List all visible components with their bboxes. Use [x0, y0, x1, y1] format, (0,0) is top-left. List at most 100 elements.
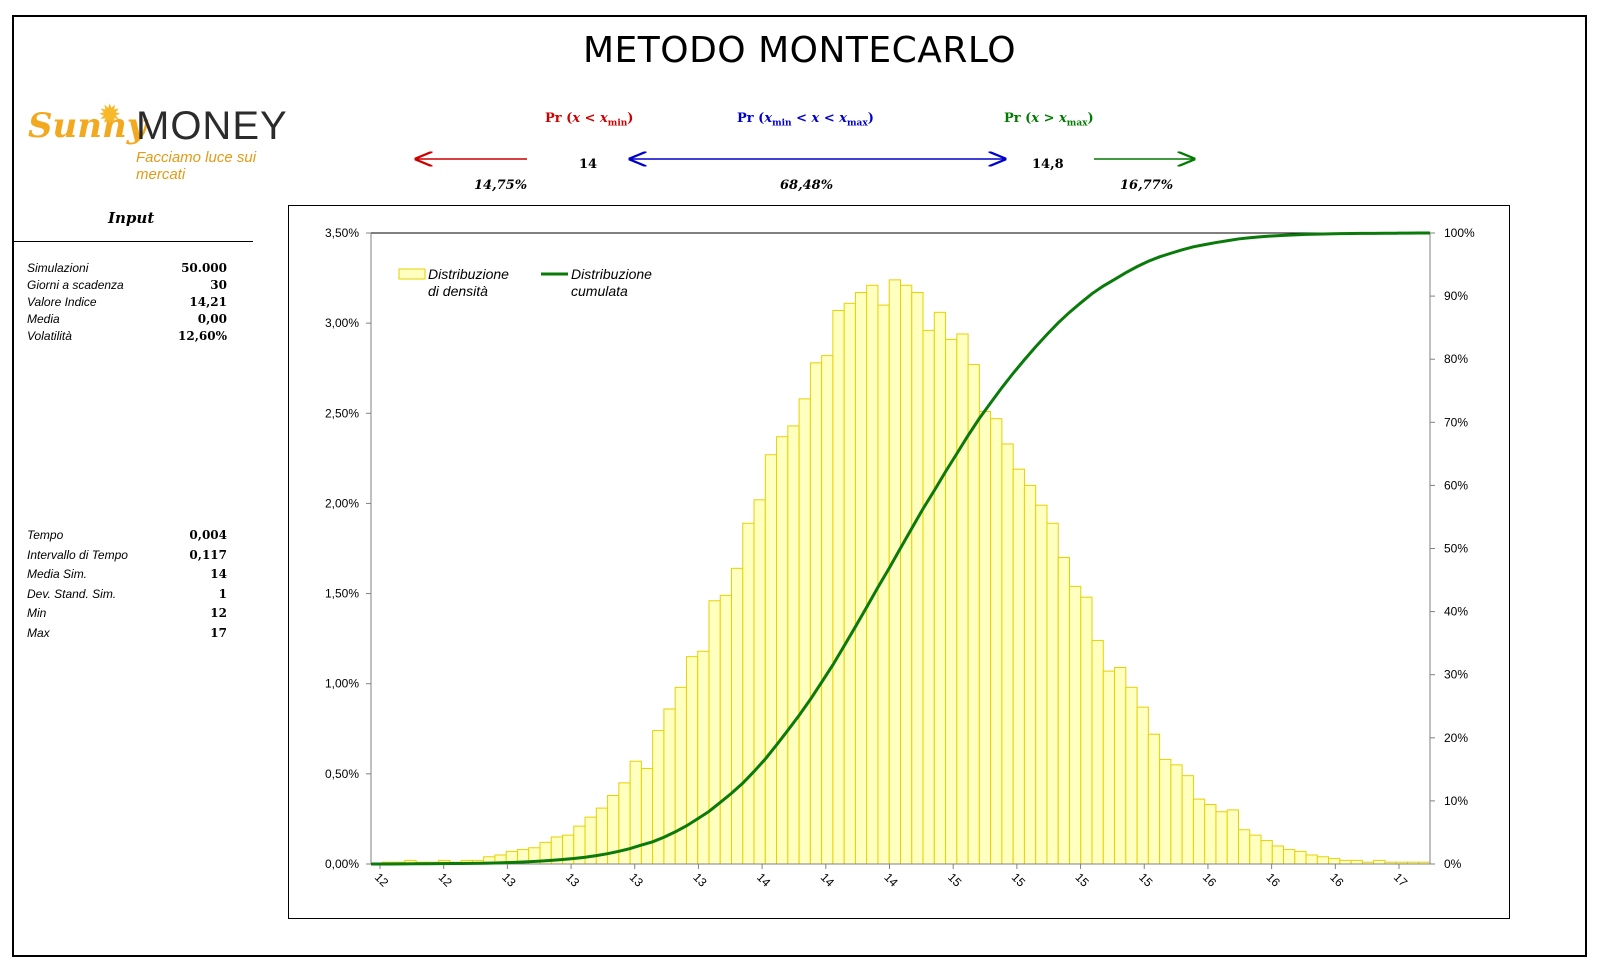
density-bar	[990, 418, 1003, 865]
density-bar	[1012, 468, 1025, 865]
density-bar	[1125, 686, 1138, 865]
input-label: Min	[27, 606, 47, 620]
page-frame	[12, 15, 1587, 957]
x-tick-label: 16	[1264, 870, 1284, 890]
density-bar	[1204, 804, 1217, 865]
input-value: 0,004	[189, 528, 227, 542]
pr-greater-than-max-label: Pr (x > xmax)	[1004, 111, 1094, 129]
density-bar	[956, 333, 969, 865]
input-label: Valore Indice	[27, 295, 97, 309]
input-row: Media 0,00	[27, 312, 227, 328]
density-bar	[1001, 443, 1014, 865]
x-tick-label: 13	[499, 870, 519, 890]
y-left-tick-label: 2,00%	[325, 496, 359, 510]
input-label: Max	[27, 625, 50, 640]
xmax-value: 14,8	[1032, 157, 1064, 172]
y-right-tick-label: 10%	[1444, 794, 1468, 808]
input-label: Giorni a scadenza	[27, 278, 124, 292]
input-value: 0,00	[197, 312, 227, 326]
input-label: Tempo	[27, 528, 64, 542]
density-bar	[697, 650, 710, 865]
density-bar	[1192, 798, 1206, 865]
legend-cumulative-label: cumulata	[571, 283, 628, 299]
legend-density-label: Distribuzione	[428, 266, 509, 282]
density-bar	[1114, 666, 1127, 865]
legend-cumulative-label: Distribuzione	[571, 266, 652, 282]
density-bar	[1102, 670, 1116, 865]
input-value: 12	[210, 606, 227, 620]
density-bar	[719, 594, 733, 865]
density-bar	[1350, 859, 1363, 865]
x-tick-label: 16	[1200, 870, 1220, 890]
x-tick-label: 13	[563, 870, 583, 890]
density-bar	[809, 362, 823, 865]
x-tick-label: 13	[690, 870, 710, 890]
pct-between: 68,48%	[780, 178, 834, 193]
input-panel-title: Input	[108, 209, 155, 227]
density-bar	[1305, 854, 1318, 865]
input-value: 1	[218, 586, 227, 601]
density-bar	[1260, 840, 1273, 865]
input-label: Volatilità	[27, 329, 72, 343]
y-right-tick-label: 90%	[1444, 289, 1468, 303]
x-tick-label: 15	[945, 870, 965, 890]
logo-sunny-text: Sunny	[28, 106, 147, 146]
x-tick-label: 13	[627, 870, 647, 890]
density-bar	[787, 425, 800, 865]
y-right-tick-label: 20%	[1444, 731, 1468, 745]
x-tick-label: 14	[881, 870, 901, 890]
input-value: 17	[210, 625, 227, 640]
density-bar	[888, 279, 901, 865]
input-label: Media	[27, 312, 60, 326]
density-bar	[731, 567, 744, 865]
y-right-tick-label: 0%	[1444, 857, 1462, 871]
density-bar	[1136, 706, 1149, 865]
cumulative-line	[371, 231, 1431, 866]
logo-tagline: Facciamo luce sui mercati	[136, 149, 257, 183]
density-bar	[854, 291, 868, 865]
x-tick-label: 15	[1136, 870, 1156, 890]
density-bar	[652, 730, 665, 865]
density-bar	[866, 284, 879, 865]
y-right-tick-label: 60%	[1444, 478, 1468, 492]
density-bar	[1046, 522, 1059, 865]
x-tick-label: 14	[818, 870, 838, 890]
input-value: 14,21	[189, 295, 227, 309]
density-bar	[764, 454, 778, 865]
density-bar	[1159, 758, 1172, 865]
y-left-tick-label: 3,00%	[325, 316, 359, 330]
density-bar	[843, 302, 856, 865]
density-bar	[1057, 557, 1070, 865]
input-row: Intervallo di Tempo 0,117	[27, 548, 227, 564]
density-bar	[1373, 859, 1386, 865]
pct-below-min: 14,75%	[474, 178, 528, 193]
density-bar	[674, 686, 687, 865]
density-bar	[1271, 845, 1285, 865]
density-bar	[1170, 764, 1183, 865]
input-row: Valore Indice 14,21	[27, 295, 227, 311]
density-bar	[922, 329, 935, 865]
x-tick-label: 15	[1009, 870, 1029, 890]
pct-above-max: 16,77%	[1120, 178, 1174, 193]
input-row: Volatilità 12,60%	[27, 329, 227, 345]
density-bar	[1215, 811, 1228, 865]
probability-arrows	[0, 0, 1599, 200]
input-value: 12,60%	[178, 329, 227, 343]
density-bar	[798, 398, 811, 865]
x-tick-label: 12	[436, 870, 456, 890]
density-bar	[753, 499, 766, 865]
density-bar	[1328, 858, 1341, 865]
density-bar	[900, 284, 913, 865]
density-bar	[1316, 856, 1330, 865]
y-left-tick-label: 1,50%	[325, 587, 359, 601]
input-panel-divider	[12, 241, 253, 242]
density-bar	[1294, 850, 1307, 865]
y-left-tick-label: 1,00%	[325, 677, 359, 691]
density-bar	[1023, 484, 1037, 865]
xmin-value: 14	[579, 157, 598, 172]
y-right-tick-label: 40%	[1444, 605, 1468, 619]
page-title: METODO MONTECARLO	[582, 30, 1017, 71]
pr-less-than-min-label: Pr (x < xmin)	[545, 111, 634, 129]
y-left-tick-label: 3,50%	[325, 226, 359, 240]
